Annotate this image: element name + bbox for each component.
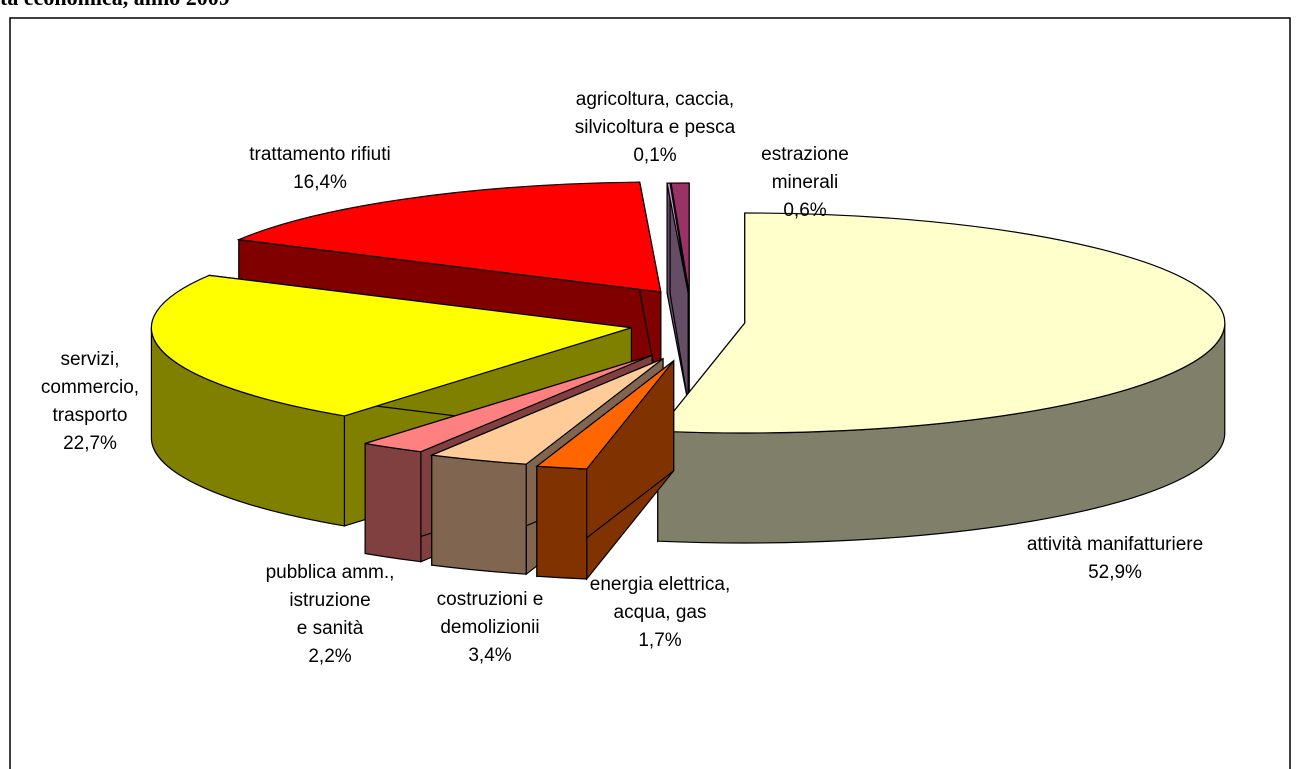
slice <box>670 182 690 294</box>
slice <box>656 212 1226 434</box>
value-label: 16,4% <box>293 172 347 193</box>
slice <box>429 358 664 465</box>
label-line: trattamento rifiuti <box>249 144 391 165</box>
slice-side <box>431 454 527 575</box>
value-label: 0,6% <box>783 200 826 221</box>
label-line: demolizionii <box>440 617 539 638</box>
label-line: trasporto <box>53 405 128 426</box>
slice <box>150 274 632 417</box>
data-label: servizi, commercio, trasporto 22,7% <box>41 349 139 454</box>
value-label: 0,1% <box>633 145 676 166</box>
label-line: silvicoltura e pesca <box>575 117 736 138</box>
data-label: estrazione minerali 0,6% <box>761 144 849 221</box>
label-line: attività manifatturiere <box>1027 534 1203 555</box>
data-label: trattamento rifiuti 16,4% <box>249 144 391 193</box>
label-line: e sanità <box>297 618 364 639</box>
chart-title: ta economica, anno 2009 <box>0 0 230 10</box>
slice <box>666 182 689 294</box>
value-label: 52,9% <box>1088 562 1142 583</box>
value-label: 1,7% <box>638 630 681 651</box>
label-line: istruzione <box>289 590 370 611</box>
data-label: agricoltura, caccia, silvicoltura e pesca… <box>575 89 736 166</box>
label-line: minerali <box>772 172 839 193</box>
slice-side <box>536 465 588 580</box>
label-line: agricoltura, caccia, <box>576 89 734 110</box>
slice-side <box>364 442 422 563</box>
value-label: 22,7% <box>63 433 117 454</box>
slice <box>236 181 662 293</box>
label-line: costruzioni e <box>437 589 544 610</box>
label-line: commercio, <box>41 377 139 398</box>
value-label: 3,4% <box>468 645 511 666</box>
slice <box>535 360 675 470</box>
data-label: attività manifatturiere 52,9% <box>1027 534 1203 583</box>
data-label: energia elettrica, acqua, gas 1,7% <box>590 574 730 651</box>
label-line: estrazione <box>761 144 849 165</box>
label-line: acqua, gas <box>614 602 707 623</box>
data-label: pubblica amm., istruzione e sanità 2,2% <box>266 562 395 667</box>
value-label: 2,2% <box>308 646 351 667</box>
data-label: costruzioni e demolizionii 3,4% <box>437 589 544 666</box>
label-line: pubblica amm., <box>266 562 395 583</box>
slice <box>364 354 653 453</box>
label-line: energia elettrica, <box>590 574 730 595</box>
label-line: servizi, <box>60 349 119 370</box>
chart-border <box>9 17 1291 769</box>
